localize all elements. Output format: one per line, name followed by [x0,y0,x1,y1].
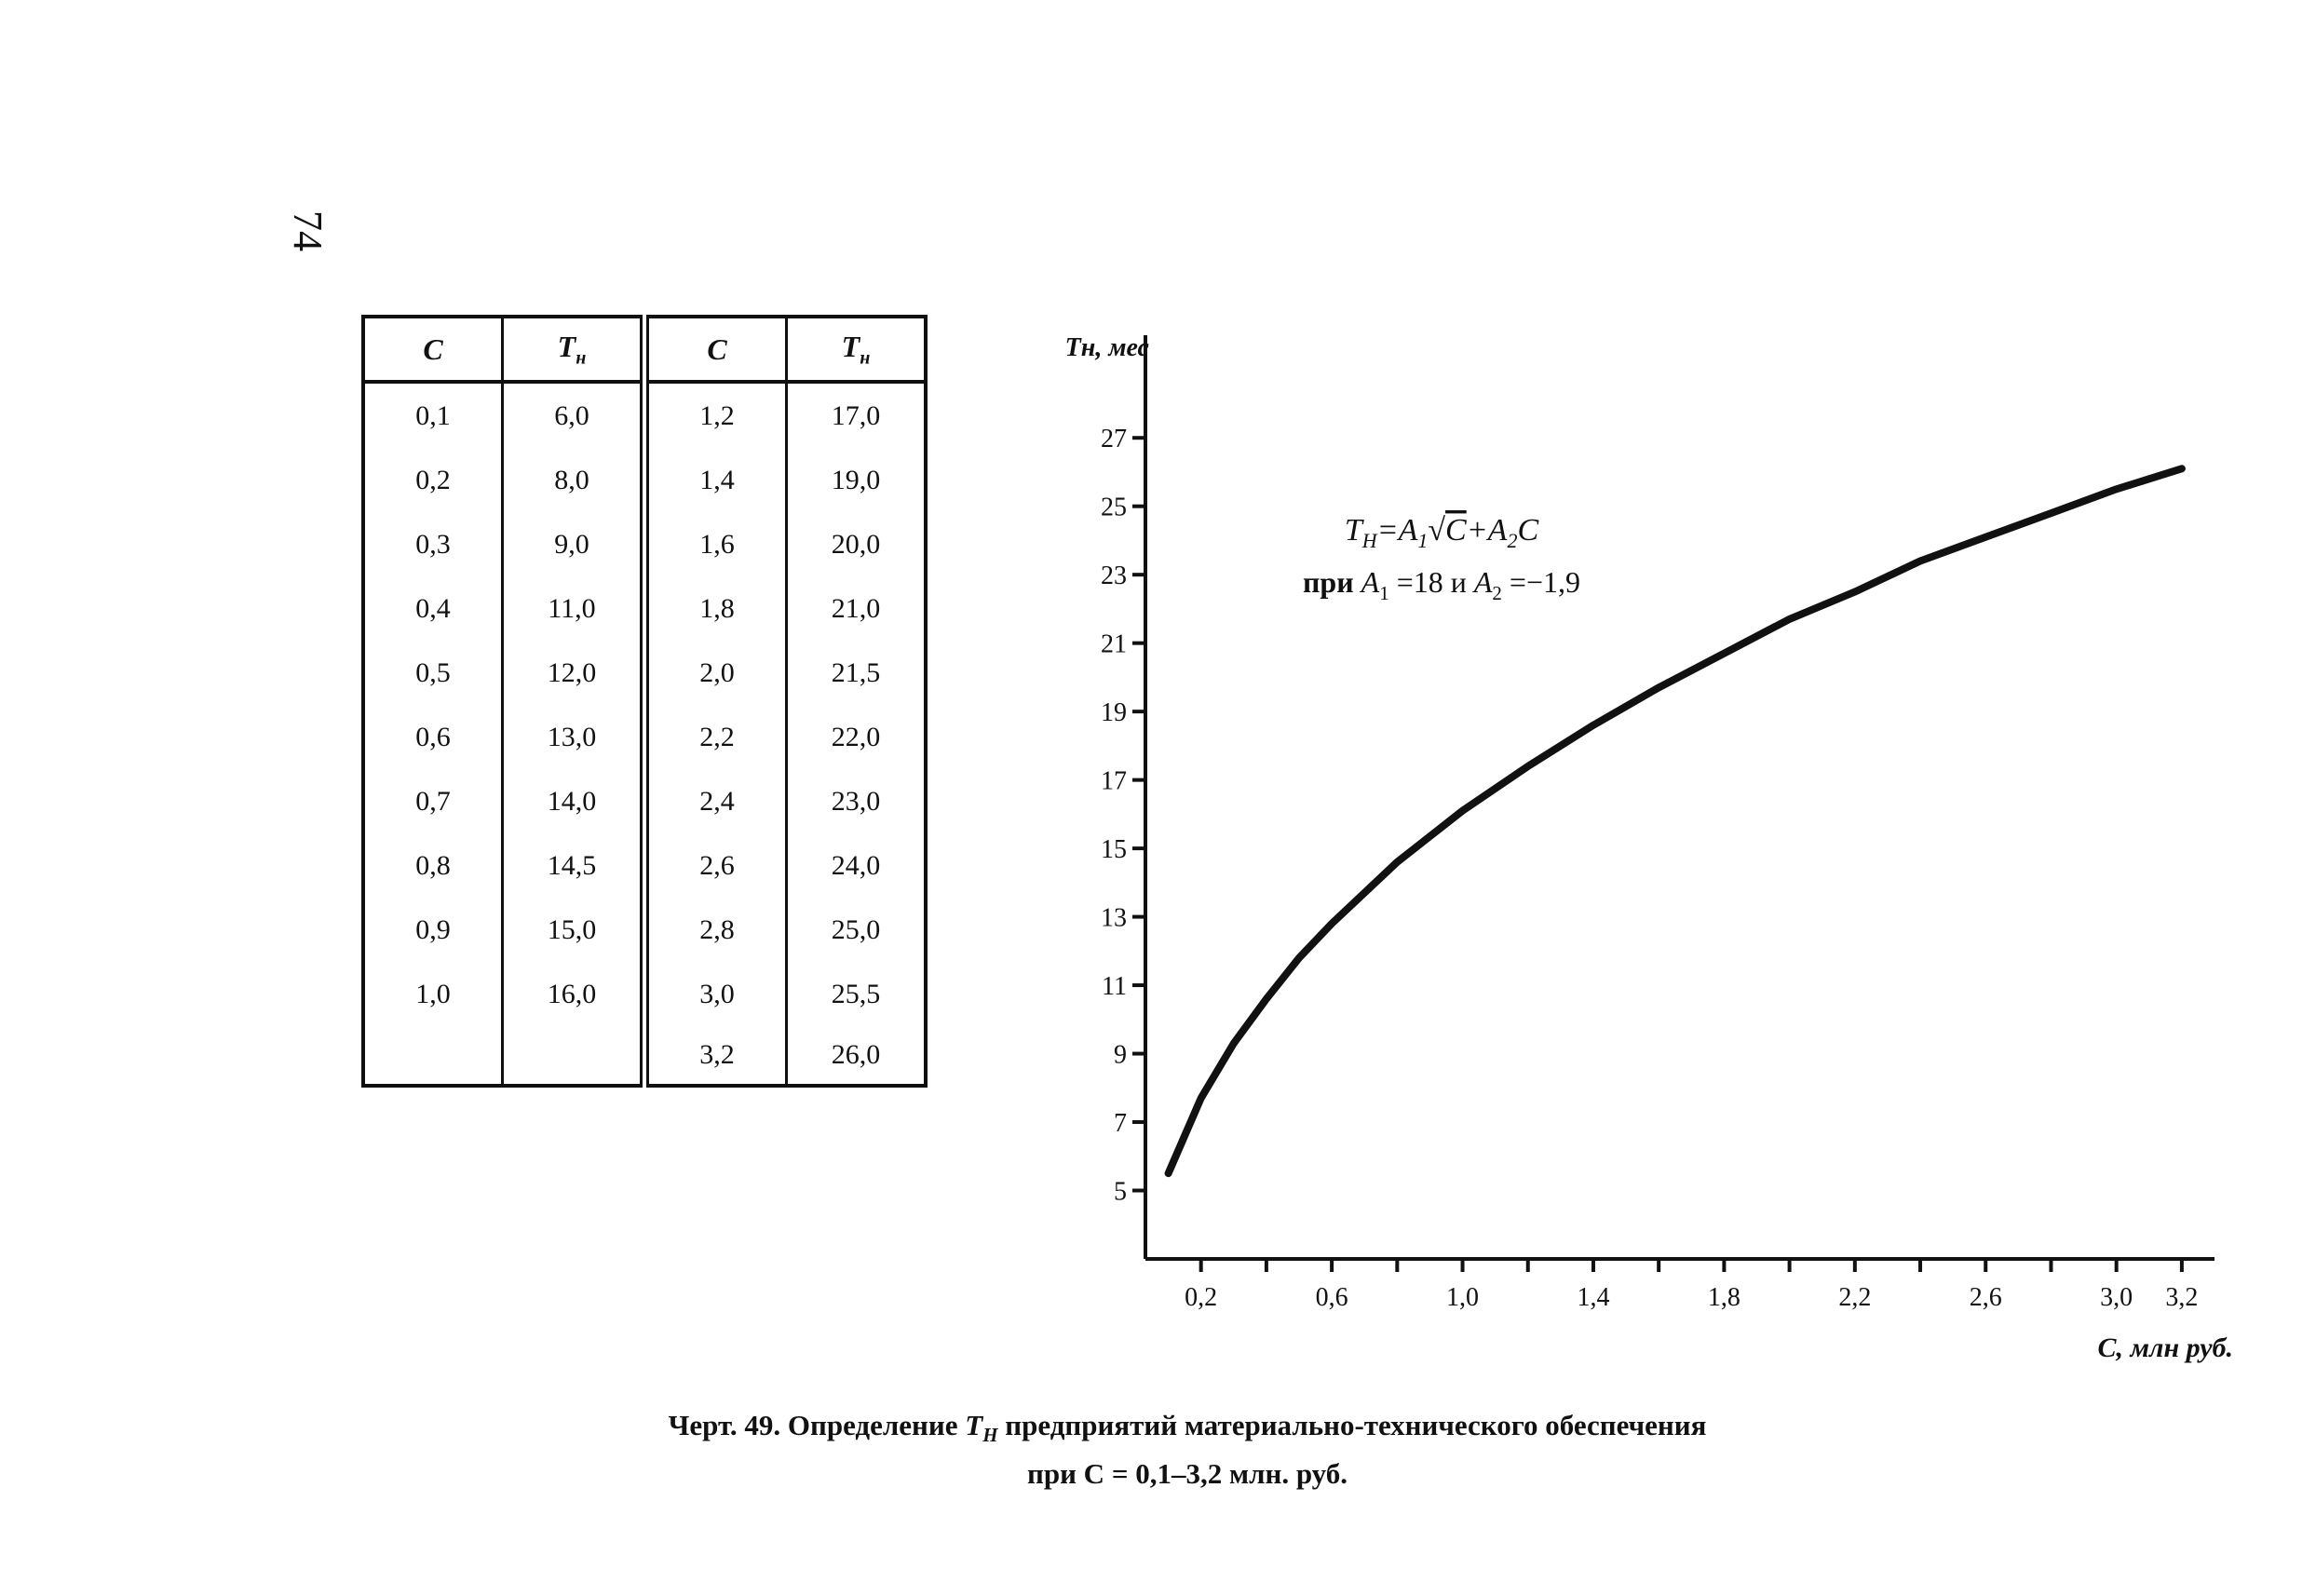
header-t-left: Tн [501,317,646,384]
cell-c-right: 3,0 [640,962,788,1026]
y-tick-label: 5 [1114,1178,1127,1207]
y-tick-label: 9 [1114,1041,1127,1070]
header-c-left: C [361,317,504,384]
table-row: 1,0 16,0 3,0 25,5 [361,962,928,1026]
y-tick-label: 17 [1101,767,1127,796]
cell-c-left: 0,3 [361,512,504,576]
cell-c-left: 1,0 [361,962,504,1026]
table-row: 0,2 8,0 1,4 19,0 [361,448,928,512]
y-tick-label: 15 [1101,835,1127,864]
cell-t-left: 14,0 [501,769,646,833]
cell-c-right: 1,6 [640,512,788,576]
formula-parameters: при A1 =18 и A2 =−1,9 [1303,565,1580,604]
caption-line-1: Черт. 49. Определение TН предприятий мат… [668,1409,1707,1447]
cell-c-right: 2,2 [640,705,788,769]
y-tick-label: 19 [1101,698,1127,727]
x-tick-label: 2,6 [1970,1283,2002,1312]
cell-t-right: 17,0 [785,382,928,448]
y-tick-label: 13 [1101,904,1127,933]
cell-c-right: 2,4 [640,769,788,833]
cell-t-left: 12,0 [501,641,646,705]
y-tick-label: 7 [1114,1109,1127,1138]
x-tick-label: 0,6 [1316,1283,1348,1312]
cell-c-right: 1,2 [640,382,788,448]
cell-t-right: 24,0 [785,833,928,898]
cell-t-left [501,1026,646,1086]
cell-c-right: 2,6 [640,833,788,898]
cell-t-left: 8,0 [501,448,646,512]
cell-t-left: 9,0 [501,512,646,576]
series-line [1164,465,2186,1178]
y-tick-label: 11 [1102,972,1127,1001]
header-c-right: C [640,317,788,384]
x-tick-label: 3,0 [2100,1283,2133,1312]
cell-c-right: 3,2 [640,1026,788,1086]
values-table: C Tн C Tн 0,1 6,0 1,2 17,0 0,2 8,0 1,4 19,0 0,3 9… [361,315,928,1088]
table-row: 0,6 13,0 2,2 22,0 [361,705,928,769]
cell-t-right: 21,0 [785,576,928,641]
table-row: 0,8 14,5 2,6 24,0 [361,833,928,898]
table-row: 0,5 12,0 2,0 21,5 [361,641,928,705]
cell-c-left: 0,4 [361,576,504,641]
formula-annotation: TН=A1√C+A2C [1345,513,1539,552]
y-tick-label: 23 [1101,561,1127,590]
cell-c-left: 0,6 [361,705,504,769]
cell-t-left: 13,0 [501,705,646,769]
x-tick-label: 1,8 [1708,1283,1740,1312]
cell-t-right: 19,0 [785,448,928,512]
caption-line-2: при С = 0,1–3,2 млн. руб. [1026,1457,1348,1491]
x-tick-label: 2,2 [1838,1283,1871,1312]
cell-c-left: 0,7 [361,769,504,833]
cell-t-left: 15,0 [501,898,646,962]
x-tick-label: 0,2 [1185,1283,1217,1312]
cell-c-right: 2,0 [640,641,788,705]
cell-t-right: 23,0 [785,769,928,833]
cell-t-right: 20,0 [785,512,928,576]
cell-c-right: 2,8 [640,898,788,962]
table-row: 0,1 6,0 1,2 17,0 [361,382,928,448]
x-tick-label: 1,0 [1446,1283,1479,1312]
cell-t-right: 22,0 [785,705,928,769]
cell-c-left: 0,8 [361,833,504,898]
cell-t-left: 6,0 [501,382,646,448]
y-axis-label: Tн, мес [1065,333,1150,362]
cell-t-right: 25,5 [785,962,928,1026]
table-row: 0,9 15,0 2,8 25,0 [361,898,928,962]
table-row: 0,4 11,0 1,8 21,0 [361,576,928,641]
x-tick-label: 3,2 [2165,1283,2198,1312]
cell-t-right: 26,0 [785,1026,928,1086]
y-tick-label: 21 [1101,630,1127,659]
cell-t-left: 16,0 [501,962,646,1026]
cell-c-left [361,1026,504,1086]
cell-t-right: 21,5 [785,641,928,705]
cell-c-right: 1,4 [640,448,788,512]
table-row: 3,2 26,0 [361,1026,928,1086]
table-header-row: C Tн C Tн [361,317,928,384]
cell-c-left: 0,1 [361,382,504,448]
x-tick-label: 1,4 [1577,1283,1609,1312]
cell-c-left: 0,2 [361,448,504,512]
cell-c-right: 1,8 [640,576,788,641]
header-t-right: Tн [785,317,928,384]
cell-t-left: 11,0 [501,576,646,641]
table-row: 0,7 14,0 2,4 23,0 [361,769,928,833]
y-tick-label: 25 [1101,494,1127,522]
cell-c-left: 0,9 [361,898,504,962]
cell-t-left: 14,5 [501,833,646,898]
cell-t-right: 25,0 [785,898,928,962]
cell-c-left: 0,5 [361,641,504,705]
table-row: 0,3 9,0 1,6 20,0 [361,512,928,576]
x-axis-label: С, млн руб. [2097,1332,2233,1363]
figure-caption: Черт. 49. Определение TН предприятий мат… [466,1406,1909,1494]
y-tick-label: 27 [1101,425,1127,453]
